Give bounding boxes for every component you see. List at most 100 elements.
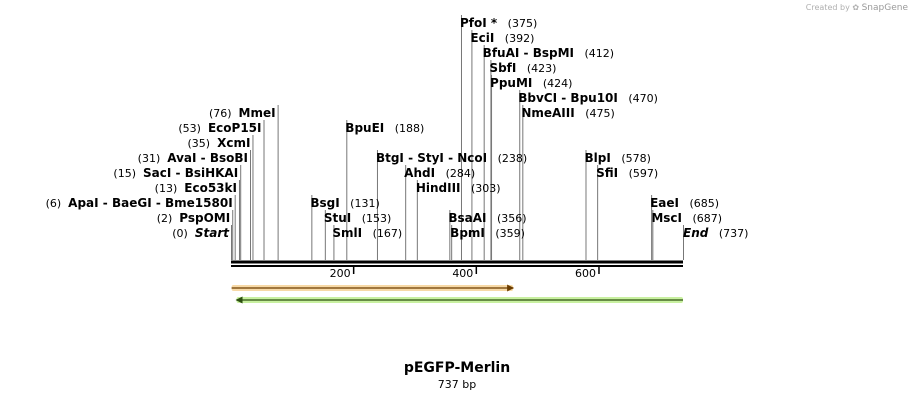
site-position-gap bbox=[435, 167, 446, 180]
enzyme-name: AhdI bbox=[404, 166, 435, 180]
enzyme-name: BfuAI bbox=[483, 46, 520, 60]
enzyme-name: XcmI bbox=[217, 136, 250, 150]
enzyme-name: MscI bbox=[651, 211, 682, 225]
enzyme-name: BaeGI bbox=[112, 196, 152, 210]
site-position: (412) bbox=[584, 47, 614, 60]
site-label-saci: (15) SacI - BsiHKAI bbox=[113, 166, 238, 180]
backbone-strand-top bbox=[231, 260, 683, 264]
feature-arrow-head bbox=[507, 284, 515, 292]
enzyme-separator: - bbox=[171, 166, 184, 180]
snapgene-logo-icon: ✿ bbox=[852, 3, 860, 12]
site-position-gap bbox=[575, 107, 586, 120]
site-position: (153) bbox=[362, 212, 392, 225]
site-position-gap bbox=[210, 137, 217, 150]
site-position-gap bbox=[486, 212, 497, 225]
enzyme-name: BsgI bbox=[310, 196, 339, 210]
site-label-nmeaiii: NmeAIII (475) bbox=[521, 106, 614, 120]
enzyme-separator: - bbox=[152, 196, 165, 210]
enzyme-name: Eco53kI bbox=[184, 181, 237, 195]
enzyme-name: EaeI bbox=[650, 196, 679, 210]
site-position: (13) bbox=[155, 182, 178, 195]
scale-tick-label: 400 bbox=[452, 267, 473, 280]
site-label-avai: (31) AvaI - BsoBI bbox=[138, 151, 248, 165]
enzyme-name: ApaI bbox=[68, 196, 98, 210]
site-position-gap bbox=[362, 227, 373, 240]
site-position-gap bbox=[461, 182, 472, 195]
site-position-gap bbox=[618, 92, 629, 105]
enzyme-name: HindIII bbox=[416, 181, 461, 195]
backbone-strand-bottom bbox=[231, 265, 683, 267]
enzyme-name: BsiHKAI bbox=[185, 166, 239, 180]
credit-brand: SnapGene bbox=[861, 3, 908, 13]
enzyme-name: SacI bbox=[143, 166, 171, 180]
enzyme-name: EcoP15I bbox=[208, 121, 262, 135]
enzyme-name: AvaI bbox=[167, 151, 196, 165]
site-position: (359) bbox=[495, 227, 525, 240]
site-position-gap bbox=[351, 212, 362, 225]
site-position-gap bbox=[177, 182, 184, 195]
scale-tick-label: 600 bbox=[575, 267, 596, 280]
site-label-sfii: SfiI (597) bbox=[596, 166, 658, 180]
enzyme-name: Start bbox=[195, 226, 230, 240]
site-label-msci: MscI (687) bbox=[651, 211, 722, 225]
site-label-sbfi: SbfI (423) bbox=[489, 61, 556, 75]
site-label-xcmi: (35) XcmI bbox=[188, 136, 251, 150]
snapgene-credit: Created by ✿ SnapGene bbox=[806, 3, 908, 13]
site-position-gap bbox=[172, 212, 179, 225]
enzyme-separator: - bbox=[404, 151, 417, 165]
site-position: (238) bbox=[498, 152, 528, 165]
site-label-bbvci: BbvCI - Bpu10I (470) bbox=[518, 91, 658, 105]
site-position-gap bbox=[340, 197, 351, 210]
features bbox=[231, 284, 684, 304]
site-position: (392) bbox=[505, 32, 535, 45]
site-position: (76) bbox=[209, 107, 232, 120]
site-position: (303) bbox=[471, 182, 501, 195]
site-position-gap bbox=[232, 107, 239, 120]
site-position: (6) bbox=[46, 197, 62, 210]
enzyme-name: SbfI bbox=[489, 61, 516, 75]
site-label-stui: StuI (153) bbox=[324, 211, 391, 225]
enzyme-name: StyI bbox=[417, 151, 444, 165]
site-position-gap bbox=[384, 122, 395, 135]
site-position: (188) bbox=[395, 122, 425, 135]
site-position: (31) bbox=[138, 152, 161, 165]
site-label-eco53ki: (13) Eco53kI bbox=[155, 181, 237, 195]
credit-prefix: Created by bbox=[805, 3, 850, 12]
site-position: (53) bbox=[178, 122, 201, 135]
site-position: (0) bbox=[172, 227, 188, 240]
enzyme-name: Bme1580I bbox=[165, 196, 233, 210]
site-position-gap bbox=[532, 77, 543, 90]
plasmid-length: 737 bp bbox=[437, 378, 477, 391]
feature-arrow-head bbox=[235, 296, 243, 304]
site-position-gap bbox=[61, 197, 68, 210]
site-leader-lines bbox=[231, 15, 684, 260]
site-position: (475) bbox=[585, 107, 615, 120]
site-label-ecop15i: (53) EcoP15I bbox=[178, 121, 261, 135]
enzyme-name: BsoBI bbox=[210, 151, 248, 165]
site-position: (423) bbox=[527, 62, 557, 75]
site-label-pspomi: (2) PspOMI bbox=[157, 211, 231, 225]
site-label-apai: (6) ApaI - BaeGI - Bme1580I bbox=[46, 196, 233, 210]
site-position-gap bbox=[708, 227, 719, 240]
enzyme-name: BtgI bbox=[376, 151, 404, 165]
site-label-start: (0) Start bbox=[172, 226, 230, 240]
site-label-smli: SmlI (167) bbox=[332, 226, 402, 240]
site-position: (685) bbox=[690, 197, 720, 210]
enzyme-name: MmeI bbox=[239, 106, 276, 120]
scale-tick-label: 200 bbox=[330, 267, 351, 280]
site-position-gap bbox=[487, 152, 498, 165]
site-position-gap bbox=[188, 227, 195, 240]
site-position: (15) bbox=[113, 167, 136, 180]
site-position: (284) bbox=[446, 167, 476, 180]
site-position-gap bbox=[611, 152, 622, 165]
enzyme-name: NmeAIII bbox=[521, 106, 574, 120]
site-position: (375) bbox=[508, 17, 538, 30]
site-position: (2) bbox=[157, 212, 173, 225]
site-position-gap bbox=[682, 212, 693, 225]
enzyme-name: PspOMI bbox=[179, 211, 230, 225]
enzyme-separator: - bbox=[444, 151, 457, 165]
site-position-gap bbox=[574, 47, 585, 60]
site-position: (578) bbox=[621, 152, 651, 165]
site-position-gap bbox=[201, 122, 208, 135]
enzyme-separator: - bbox=[197, 151, 210, 165]
